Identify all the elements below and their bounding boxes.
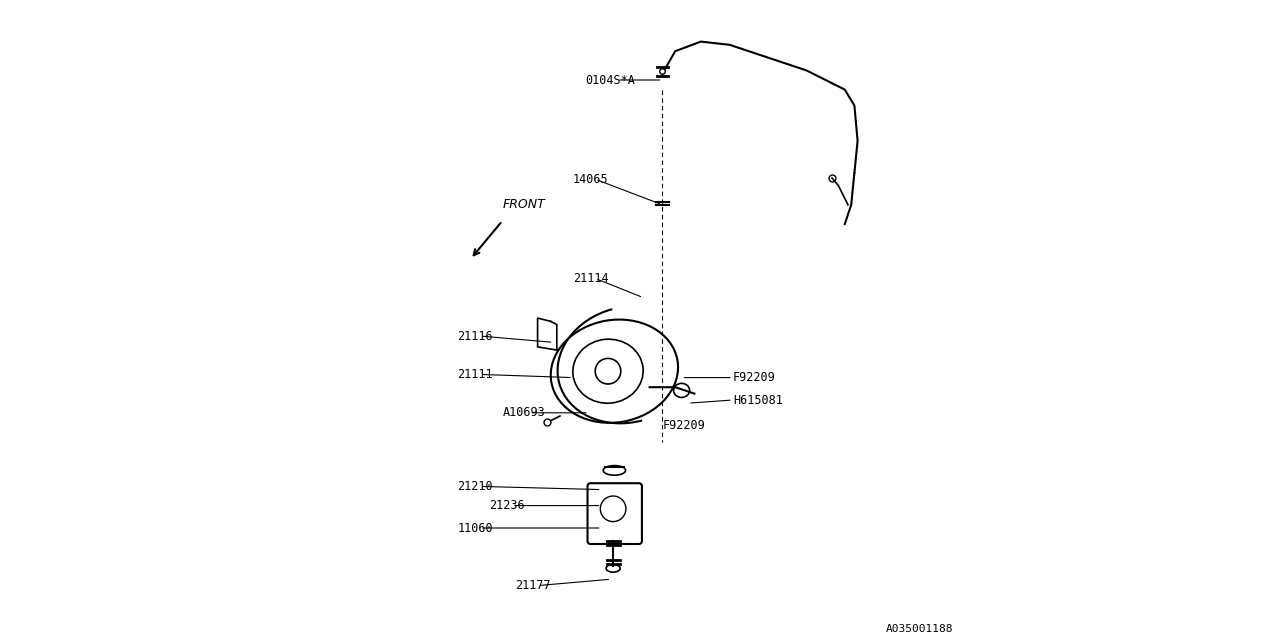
Text: 21116: 21116 bbox=[458, 330, 493, 342]
Text: 21111: 21111 bbox=[458, 368, 493, 381]
Text: A10693: A10693 bbox=[502, 406, 545, 419]
Text: 21210: 21210 bbox=[458, 480, 493, 493]
Text: 11060: 11060 bbox=[458, 522, 493, 534]
Text: H615081: H615081 bbox=[732, 394, 782, 406]
Text: 21114: 21114 bbox=[573, 272, 608, 285]
Text: F92209: F92209 bbox=[663, 419, 705, 432]
Text: F92209: F92209 bbox=[732, 371, 776, 384]
Text: 14065: 14065 bbox=[573, 173, 608, 186]
Text: 21177: 21177 bbox=[516, 579, 550, 592]
Text: A035001188: A035001188 bbox=[886, 623, 954, 634]
Text: 0104S*A: 0104S*A bbox=[585, 74, 635, 86]
Text: FRONT: FRONT bbox=[503, 198, 545, 211]
Text: 21236: 21236 bbox=[490, 499, 525, 512]
